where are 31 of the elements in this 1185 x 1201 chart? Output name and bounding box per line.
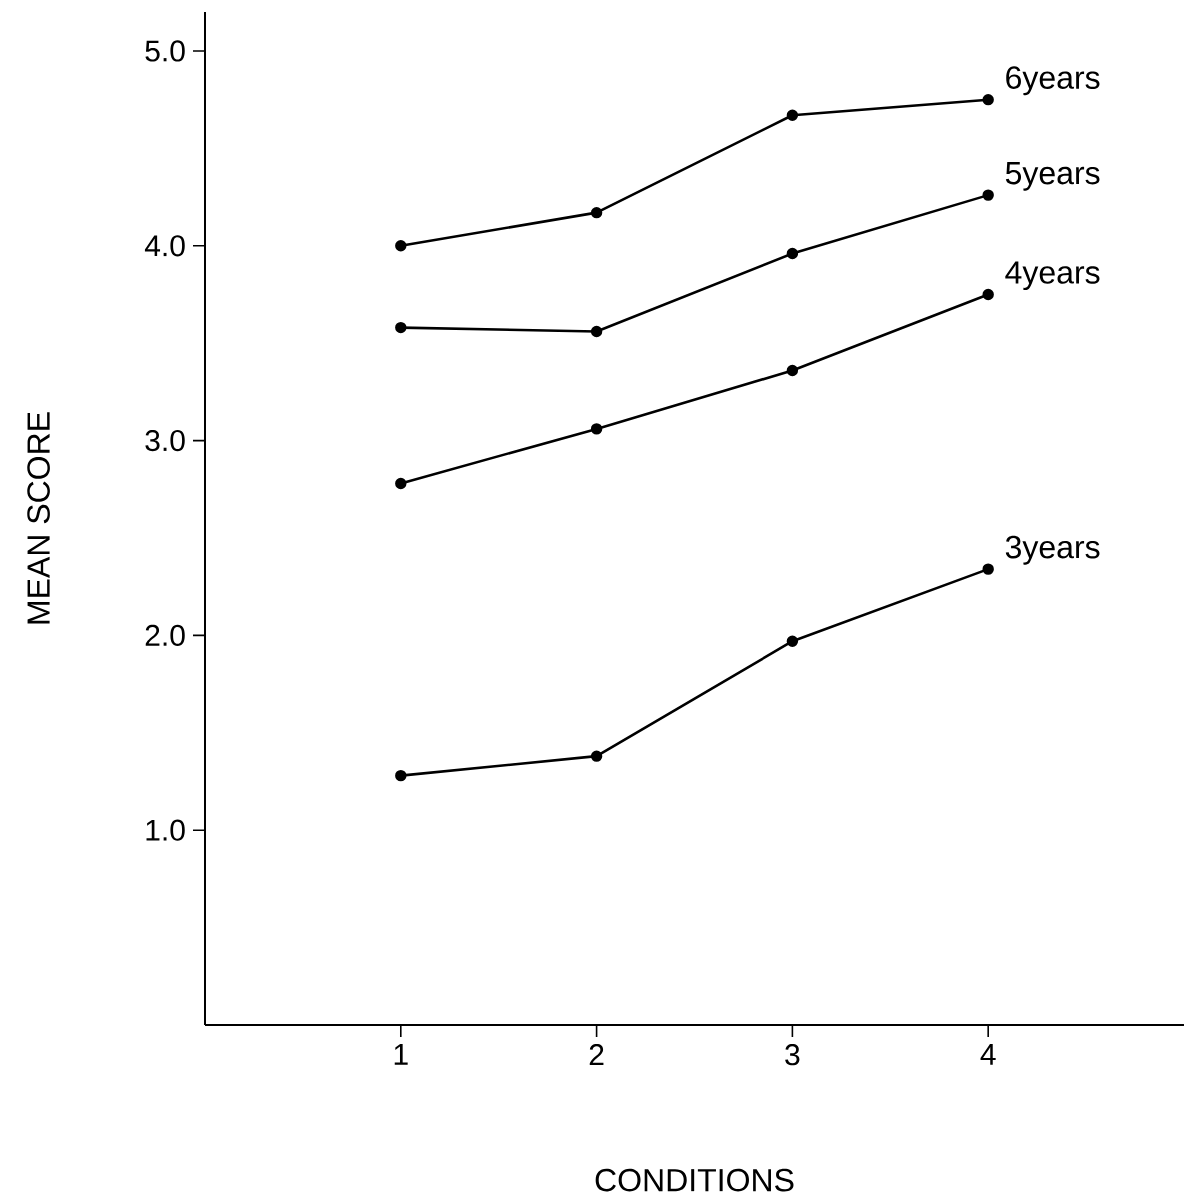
point (786, 247, 799, 260)
y-tick-label: 3.0 (145, 429, 185, 452)
x-tick-label: 3 (785, 1044, 800, 1066)
point (590, 325, 603, 338)
x-tick-label: 2 (589, 1044, 604, 1066)
y-tick-label: 5.0 (145, 40, 185, 62)
point (786, 109, 799, 121)
point (395, 240, 407, 252)
point (395, 321, 407, 334)
point (395, 477, 407, 490)
y-tick-label: 4.0 (144, 235, 185, 257)
point (982, 563, 994, 575)
point (786, 364, 799, 377)
point (786, 635, 799, 647)
point (590, 206, 603, 219)
series-label: 3years (1005, 535, 1100, 565)
point (982, 189, 994, 201)
series-label: 6years (1006, 66, 1100, 96)
point (982, 93, 994, 106)
point (590, 423, 603, 435)
x-tick-label: 4 (980, 1044, 996, 1065)
y-tick-label: 2.0 (145, 624, 185, 646)
y-tick-label: 1.0 (146, 819, 185, 841)
point (982, 288, 994, 301)
series-label: 5years (1005, 162, 1100, 191)
point (590, 750, 603, 762)
x-axis-title: CONDITIONS (595, 1168, 794, 1192)
x-tick-label: 1 (394, 1044, 408, 1065)
y-axis-title: MEAN SCORE (27, 412, 50, 624)
series-label: 4years (1005, 261, 1100, 291)
point (395, 769, 407, 782)
